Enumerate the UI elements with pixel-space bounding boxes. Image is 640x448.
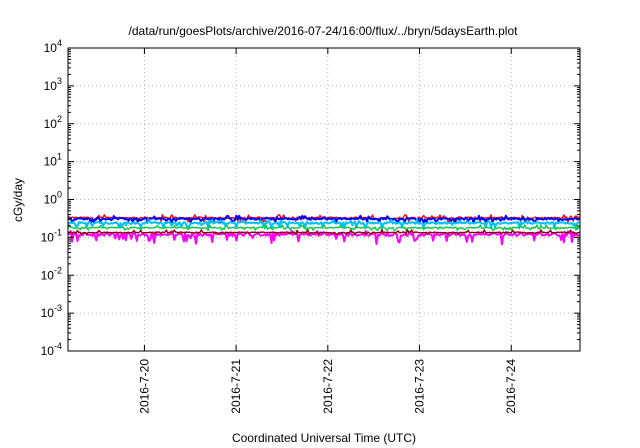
x-tick-label: 2016-7-20 <box>137 359 151 414</box>
y-tick-label: 103 <box>44 76 62 93</box>
series-line <box>67 218 580 231</box>
y-tick-label: 10-2 <box>41 265 62 282</box>
x-axis-label: Coordinated Universal Time (UTC) <box>232 431 416 445</box>
y-tick-label: 104 <box>44 38 62 55</box>
x-tick-label: 2016-7-23 <box>413 359 427 414</box>
ticks: 10-4 10-3 10-2 10-1 100 101 102 103 104 2016-7-20… <box>41 38 580 414</box>
y-tick-label: 10-1 <box>41 227 62 244</box>
y-axis-label: cGy/day <box>11 178 25 222</box>
chart-title: /data/run/goesPlots/archive/2016-07-24/1… <box>129 24 519 38</box>
y-tick-label: 101 <box>44 152 62 169</box>
y-tick-label: 10-4 <box>41 341 62 358</box>
x-tick-label: 2016-7-21 <box>229 359 243 414</box>
x-tick-label: 2016-7-24 <box>504 359 518 414</box>
series-line <box>67 224 581 232</box>
series-layer <box>67 213 581 246</box>
grid <box>68 48 580 351</box>
x-tick-label: 2016-7-22 <box>321 359 335 414</box>
series-line <box>67 228 581 236</box>
series-line <box>67 214 581 225</box>
y-tick-label: 10-3 <box>41 303 62 320</box>
y-tick-label: 102 <box>44 114 62 131</box>
y-tick-label: 100 <box>44 190 62 207</box>
